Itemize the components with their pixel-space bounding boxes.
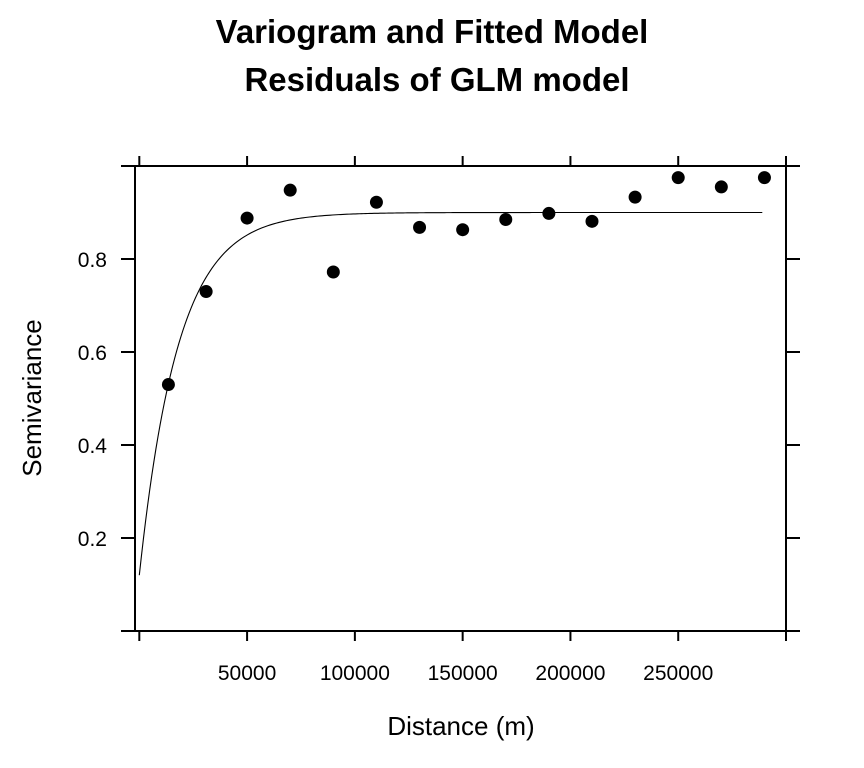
variogram-point	[199, 285, 213, 299]
y-tick-label: 0.4	[78, 435, 108, 458]
y-tick-label: 0.6	[78, 342, 107, 365]
variogram-point	[283, 183, 297, 197]
y-axis: 0.2 0.4 0.6 0.8	[78, 165, 800, 632]
variogram-point	[369, 195, 383, 209]
y-tick-label: 0.8	[78, 249, 107, 272]
variogram-point	[628, 190, 642, 204]
variogram-point	[671, 171, 685, 185]
chart-title: Variogram and Fitted Model	[216, 13, 649, 50]
x-tick-label: 250000	[643, 662, 713, 685]
x-axis: 50000 100000 150000 200000 250000	[138, 156, 787, 685]
variogram-point	[585, 214, 599, 228]
variogram-point	[456, 223, 470, 237]
variogram-point	[326, 265, 340, 279]
variogram-point	[240, 211, 254, 225]
variogram-point	[499, 212, 513, 226]
fitted-model-line	[138, 211, 763, 576]
x-tick-label: 100000	[320, 662, 390, 685]
variogram-point	[161, 378, 175, 392]
variogram-point	[714, 180, 728, 194]
variogram-point	[542, 206, 556, 220]
x-tick-label: 50000	[218, 662, 276, 685]
variogram-point	[757, 171, 771, 185]
y-tick-label: 0.2	[78, 528, 107, 551]
variogram-points	[161, 171, 771, 392]
variogram-point	[413, 220, 427, 234]
x-axis-label: Distance (m)	[387, 711, 534, 741]
y-axis-label: Semivariance	[17, 319, 47, 477]
x-tick-label: 200000	[535, 662, 605, 685]
chart-subtitle: Residuals of GLM model	[244, 61, 629, 98]
plot-area-frame	[134, 165, 787, 632]
x-tick-label: 150000	[428, 662, 498, 685]
